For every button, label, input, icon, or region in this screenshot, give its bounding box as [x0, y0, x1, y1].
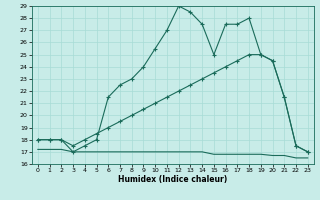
X-axis label: Humidex (Indice chaleur): Humidex (Indice chaleur) [118, 175, 228, 184]
